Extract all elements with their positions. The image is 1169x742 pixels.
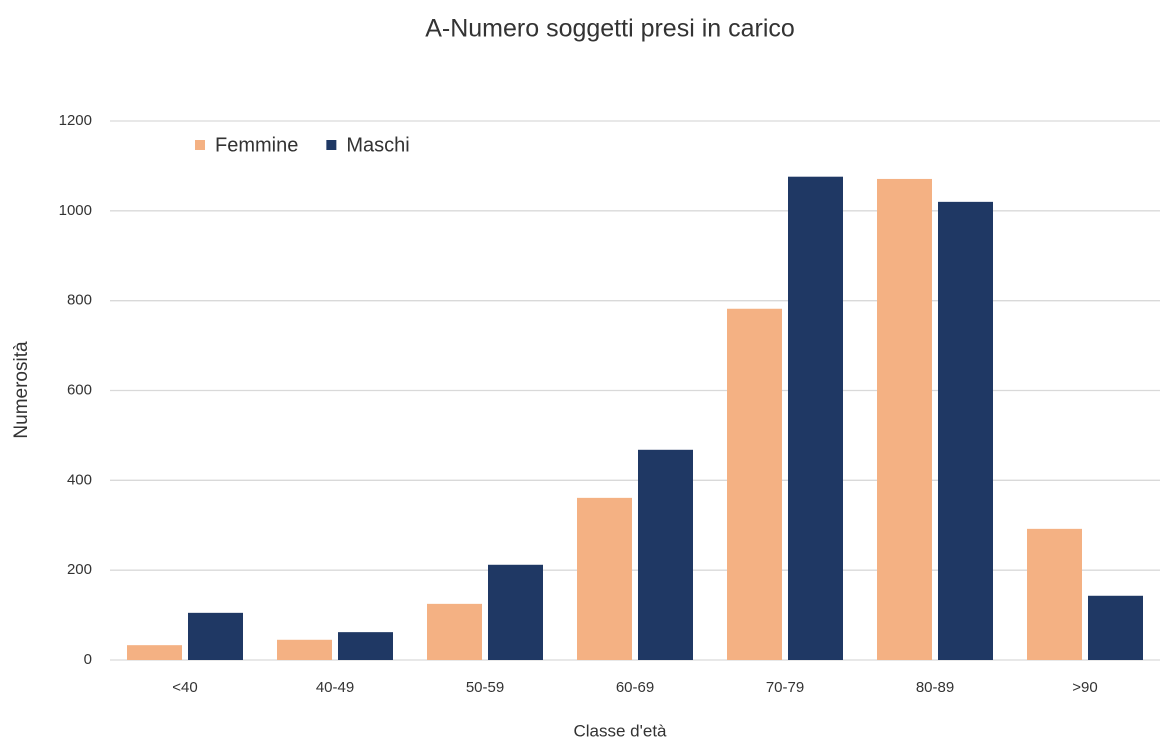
bar bbox=[638, 449, 693, 660]
y-tick-label: 800 bbox=[67, 292, 92, 309]
bar bbox=[338, 632, 393, 660]
bar bbox=[277, 639, 332, 660]
y-axis-label: Numerosità bbox=[11, 341, 32, 439]
y-tick-label: 0 bbox=[84, 651, 92, 668]
bar bbox=[1088, 595, 1143, 660]
y-tick-label: 600 bbox=[67, 381, 92, 398]
bar bbox=[188, 612, 243, 660]
x-axis-label: Classe d'età bbox=[573, 721, 667, 740]
y-tick-label: 200 bbox=[67, 561, 92, 578]
bar bbox=[577, 497, 632, 660]
bar bbox=[727, 308, 782, 660]
x-tick-label: 70-79 bbox=[766, 679, 804, 696]
y-tick-label: 1000 bbox=[59, 202, 92, 219]
x-tick-label: 80-89 bbox=[916, 679, 954, 696]
x-tick-label: 40-49 bbox=[316, 679, 354, 696]
bar bbox=[938, 201, 993, 660]
bar bbox=[127, 645, 182, 660]
bar bbox=[877, 178, 932, 660]
y-tick-label: 400 bbox=[67, 471, 92, 488]
y-tick-label: 1200 bbox=[59, 112, 92, 129]
bar bbox=[427, 603, 482, 660]
legend-swatch bbox=[195, 140, 205, 150]
x-tick-label: >90 bbox=[1072, 679, 1097, 696]
x-tick-label: <40 bbox=[172, 679, 197, 696]
bar bbox=[788, 176, 843, 661]
legend-swatch bbox=[326, 140, 337, 150]
bar bbox=[1027, 528, 1082, 660]
bar bbox=[488, 564, 543, 660]
x-tick-label: 50-59 bbox=[466, 679, 504, 696]
x-tick-label: 60-69 bbox=[616, 679, 654, 696]
legend-label: Maschi bbox=[346, 134, 409, 156]
chart-title: A-Numero soggetti presi in carico bbox=[425, 15, 795, 43]
legend-label: Femmine bbox=[215, 134, 298, 156]
